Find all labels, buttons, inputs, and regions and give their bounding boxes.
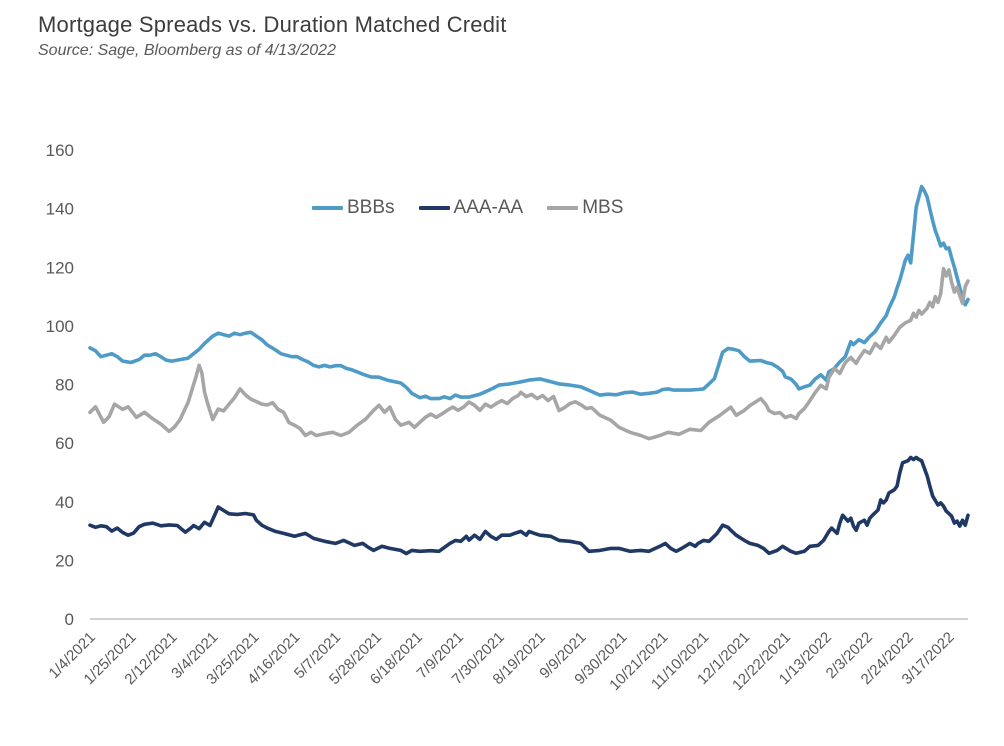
y-tick-label: 160 [46,141,74,160]
y-tick-label: 120 [46,258,74,277]
y-tick-label: 100 [46,317,74,336]
chart-header: Mortgage Spreads vs. Duration Matched Cr… [38,12,507,60]
y-tick-label: 20 [55,551,74,570]
y-tick-label: 40 [55,493,74,512]
legend-label-bbbs: BBBs [347,197,395,218]
legend-swatch-aaa-aa [418,206,450,210]
y-tick-label: 80 [55,376,74,395]
legend-item-mbs: MBS [547,197,623,219]
chart-legend: BBBs AAA-AA MBS [312,197,623,219]
series-line-mbs [88,266,970,441]
y-tick-label: 0 [65,610,74,629]
legend-item-bbbs: BBBs [312,197,395,219]
legend-label-mbs: MBS [582,197,624,218]
series-line-aaa-aa [88,455,970,556]
source-note: Source: Sage, Bloomberg as of 4/13/2022 [38,42,336,59]
legend-item-aaa-aa: AAA-AA [418,197,524,219]
y-tick-label: 60 [55,434,74,453]
legend-label-aaa-aa: AAA-AA [453,197,524,218]
y-tick-label: 140 [46,200,74,219]
legend-swatch-bbbs [312,206,343,210]
legend-swatch-mbs [547,206,579,210]
series-line-bbbs [88,184,970,401]
page-title: Mortgage Spreads vs. Duration Matched Cr… [38,12,507,37]
